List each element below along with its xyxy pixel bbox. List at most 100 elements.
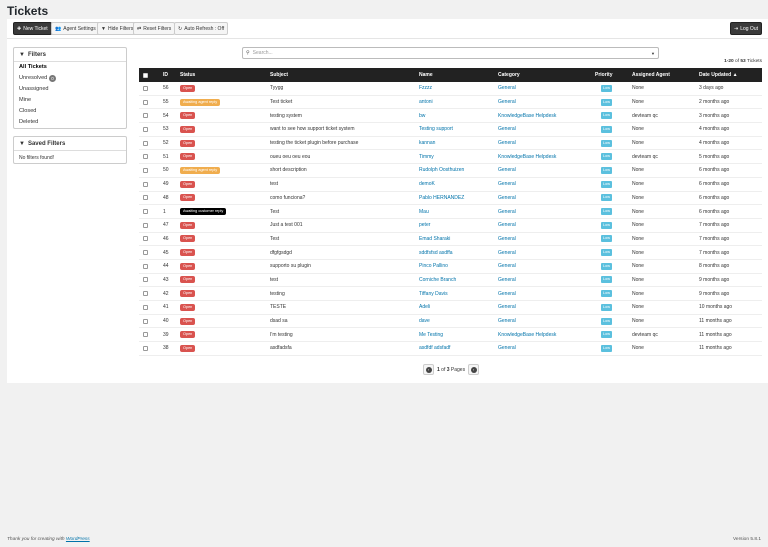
select-all-checkbox[interactable] [143,72,148,78]
ticket-subject[interactable]: I'm testing [270,331,293,338]
hide-filters-button[interactable]: ▼ Hide Filters [97,22,138,35]
ticket-subject[interactable]: TESTE [270,304,287,311]
table-row[interactable]: 44 supporto su plugin Pinco Pallino General… [139,260,762,274]
filter-item[interactable]: Unresolved 0 [14,73,126,84]
filter-item[interactable]: Closed [14,106,126,117]
row-checkbox[interactable] [143,236,148,242]
agent-settings-button[interactable]: 👥 Agent Settings [51,22,100,35]
ticket-subject[interactable]: dsad sa [270,318,288,325]
status-badge: Open [180,221,196,229]
filter-item[interactable]: Unassigned [14,84,126,95]
chevron-down-icon[interactable]: ▼ [651,50,655,56]
ticket-updated: 8 months ago [699,263,730,270]
table-row[interactable]: 51 oueu oeu oeu eou Timmy KnowledgeBase Hel… [139,150,762,165]
row-checkbox[interactable] [143,222,148,228]
header-subject[interactable]: Subject [270,72,289,78]
table-row[interactable]: 1 Test Mau General None 6 months ago Awaiting … [139,205,762,219]
row-checkbox[interactable] [143,345,148,351]
table-row[interactable]: 48 como funciona? Pablo HERNANDEZ General No… [139,192,762,206]
row-checkbox[interactable] [143,291,148,297]
row-checkbox[interactable] [143,85,148,91]
ticket-name: Rudolph Oosthuizen [419,167,465,174]
table-row[interactable]: 38 asdfadsfa asdfdf adsfadf General None 11 m… [139,342,762,356]
header-assigned-agent[interactable]: Assigned Agent [632,72,670,78]
priority-badge: Low [601,84,612,92]
next-page-button[interactable]: › [468,364,480,375]
ticket-subject[interactable]: asdfadsfa [270,345,292,352]
row-checkbox[interactable] [143,318,148,324]
wordpress-link[interactable]: WordPress [65,537,90,542]
search-input[interactable]: ⚲ Search... ▼ [242,47,659,59]
ticket-subject[interactable]: como funciona? [270,194,306,201]
filter-item[interactable]: All Tickets [14,62,126,73]
table-row[interactable]: 47 Just a test 001 peter General None 7 month… [139,219,762,233]
ticket-name: asdfdf adsfadf [419,345,451,352]
row-checkbox[interactable] [143,250,148,256]
page-title: Tickets [7,4,49,18]
row-checkbox[interactable] [143,263,148,269]
table-row[interactable]: 49 test demoK General None 6 months ago Open Lo… [139,178,762,192]
table-row[interactable]: 39 I'm testing Me Testing KnowledgeBase Hel… [139,328,762,343]
filter-list: All Tickets Unresolved 0 Unassigned Mine Clos… [14,62,126,128]
filter-item[interactable]: Deleted [14,117,126,128]
header-status[interactable]: Status [180,72,196,78]
ticket-id: 47 [163,222,169,229]
row-checkbox[interactable] [143,195,148,201]
table-row[interactable]: 43 test Corniche Branch General None 9 months… [139,274,762,288]
auto-refresh-button[interactable]: ↻ Auto Refresh : Off [174,22,229,35]
table-row[interactable]: 56 Tyygg Fzzzz General None 3 days ago Open Low [139,82,762,96]
row-checkbox[interactable] [143,140,148,146]
ticket-subject[interactable]: testing system [270,112,302,119]
table-row[interactable]: 53 want to see how support ticket system T… [139,123,762,137]
ticket-subject[interactable]: Test [270,208,280,215]
header-date-updated[interactable]: Date Updated ▲ [699,72,738,78]
row-checkbox[interactable] [143,277,148,283]
row-checkbox[interactable] [143,99,148,105]
ticket-subject[interactable]: dfgfgsdgd [270,249,292,256]
table-row[interactable]: 54 testing system bw KnowledgeBase Helpdesk… [139,109,762,124]
ticket-subject[interactable]: supporto su plugin [270,263,311,270]
row-checkbox[interactable] [143,209,148,215]
row-checkbox[interactable] [143,304,148,310]
filter-item[interactable]: Mine [14,95,126,106]
ticket-range: 1-20 [724,59,734,64]
prev-page-button[interactable]: ‹ [423,364,434,375]
new-ticket-button[interactable]: ✚ New Ticket [13,22,52,35]
table-row[interactable]: 46 Test Emad Sharaki General None 7 months ag… [139,233,762,247]
row-checkbox[interactable] [143,126,148,132]
table-row[interactable]: 45 dfgfgsdgd sddfsfsd asdffa General None 7 m… [139,246,762,260]
ticket-updated: 7 months ago [699,222,730,229]
table-row[interactable]: 42 testing Tiffany Davis General None 9 month… [139,287,762,301]
table-row[interactable]: 50 short description Rudolph Oosthuizen Gen… [139,164,762,178]
table-row[interactable]: 55 Test ticket antoni General None 2 months a… [139,96,762,110]
ticket-subject[interactable]: Tyygg [270,85,284,92]
ticket-subject[interactable]: test [270,181,279,188]
table-row[interactable]: 40 dsad sa dave General None 11 months ago Ope… [139,315,762,329]
header-priority[interactable]: Priority [595,72,613,78]
ticket-subject[interactable]: testing [270,290,285,297]
header-category[interactable]: Category [498,72,520,78]
table-row[interactable]: 41 TESTE Adeli General None 10 months ago Open… [139,301,762,315]
ticket-subject[interactable]: Test [270,235,280,242]
ticket-subject[interactable]: testing the ticket plugin before purchas… [270,140,359,147]
ticket-subject[interactable]: want to see how support ticket system [270,126,355,133]
row-checkbox[interactable] [143,181,148,187]
row-checkbox[interactable] [143,154,148,160]
header-name[interactable]: Name [419,72,433,78]
reset-filters-button[interactable]: ⇄ Reset Filters [133,22,176,35]
row-checkbox[interactable] [143,167,148,173]
row-checkbox[interactable] [143,332,148,338]
row-checkbox[interactable] [143,113,148,119]
log-out-button[interactable]: ⇥ Log Out [730,22,762,35]
table-row[interactable]: 52 testing the ticket plugin before purch… [139,137,762,151]
status-badge: Open [180,317,196,325]
ticket-subject[interactable]: test [270,276,279,283]
header-id[interactable]: ID [163,72,168,78]
ticket-subject[interactable]: oueu oeu oeu eou [270,153,311,160]
page-info: 1 of 3 Pages [437,367,465,373]
ticket-subject[interactable]: short description [270,167,307,174]
ticket-subject[interactable]: Test ticket [270,99,293,106]
ticket-subject[interactable]: Just a test 001 [270,222,303,229]
ticket-name: Mau [419,208,429,215]
ticket-name: Timmy [419,153,434,160]
